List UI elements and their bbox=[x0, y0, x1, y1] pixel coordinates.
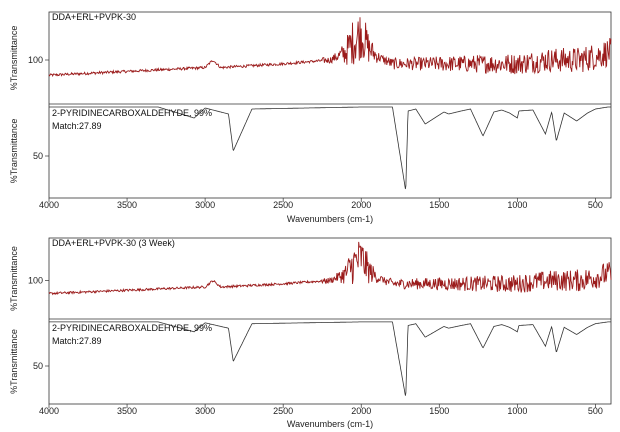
y-tick-label: 100 bbox=[28, 276, 43, 286]
x-tick-label: 1500 bbox=[429, 200, 449, 210]
reference-spectrum-line bbox=[49, 106, 611, 190]
sample-y-axis-label: %Transmittance bbox=[9, 26, 19, 91]
chart-panel-2: DDA+ERL+PVPK-30 (3 Week) 2-PYRIDINECARBOX… bbox=[9, 237, 612, 429]
chart-panels: DDA+ERL+PVPK-30 2-PYRIDINECARBOXALDEHYDE,… bbox=[9, 11, 612, 429]
reference-name: 2-PYRIDINECARBOXALDEHYDE, 99% bbox=[52, 323, 212, 333]
reference-name: 2-PYRIDINECARBOXALDEHYDE, 99% bbox=[52, 108, 212, 118]
plot-frame bbox=[48, 11, 612, 199]
x-tick-label: 2000 bbox=[351, 406, 371, 416]
x-tick-label: 2000 bbox=[351, 200, 371, 210]
x-tick-label: 4000 bbox=[39, 200, 59, 210]
reference-y-axis-label: %Transmittance bbox=[9, 329, 19, 394]
reference-match: Match:27.89 bbox=[52, 121, 102, 131]
reference-spectrum-line bbox=[49, 321, 611, 396]
x-axis-label: Wavenumbers (cm-1) bbox=[287, 419, 373, 429]
x-tick-label: 3000 bbox=[195, 200, 215, 210]
x-tick-label: 4000 bbox=[39, 406, 59, 416]
x-tick-label: 500 bbox=[588, 406, 603, 416]
reference-match: Match:27.89 bbox=[52, 336, 102, 346]
x-tick-label: 1000 bbox=[507, 406, 527, 416]
x-tick-label: 500 bbox=[588, 200, 603, 210]
sample-spectrum-line bbox=[48, 241, 612, 296]
x-tick-label: 1500 bbox=[429, 406, 449, 416]
sample-title: DDA+ERL+PVPK-30 bbox=[52, 12, 136, 22]
sample-title: DDA+ERL+PVPK-30 (3 Week) bbox=[52, 238, 175, 248]
x-axis-label: Wavenumbers (cm-1) bbox=[287, 214, 373, 224]
x-tick-label: 2500 bbox=[273, 200, 293, 210]
chart-panel-1: DDA+ERL+PVPK-30 2-PYRIDINECARBOXALDEHYDE,… bbox=[9, 11, 612, 224]
x-tick-label: 1000 bbox=[507, 200, 527, 210]
x-tick-label: 3000 bbox=[195, 406, 215, 416]
x-tick-label: 2500 bbox=[273, 406, 293, 416]
plot-frame bbox=[48, 237, 612, 405]
x-tick-label: 3500 bbox=[117, 406, 137, 416]
y-tick-label: 50 bbox=[33, 151, 43, 161]
y-tick-label: 100 bbox=[28, 55, 43, 65]
reference-y-axis-label: %Transmittance bbox=[9, 119, 19, 184]
sample-spectrum-line bbox=[48, 17, 612, 78]
y-tick-label: 50 bbox=[33, 361, 43, 371]
x-tick-label: 3500 bbox=[117, 200, 137, 210]
sample-y-axis-label: %Transmittance bbox=[9, 246, 19, 311]
